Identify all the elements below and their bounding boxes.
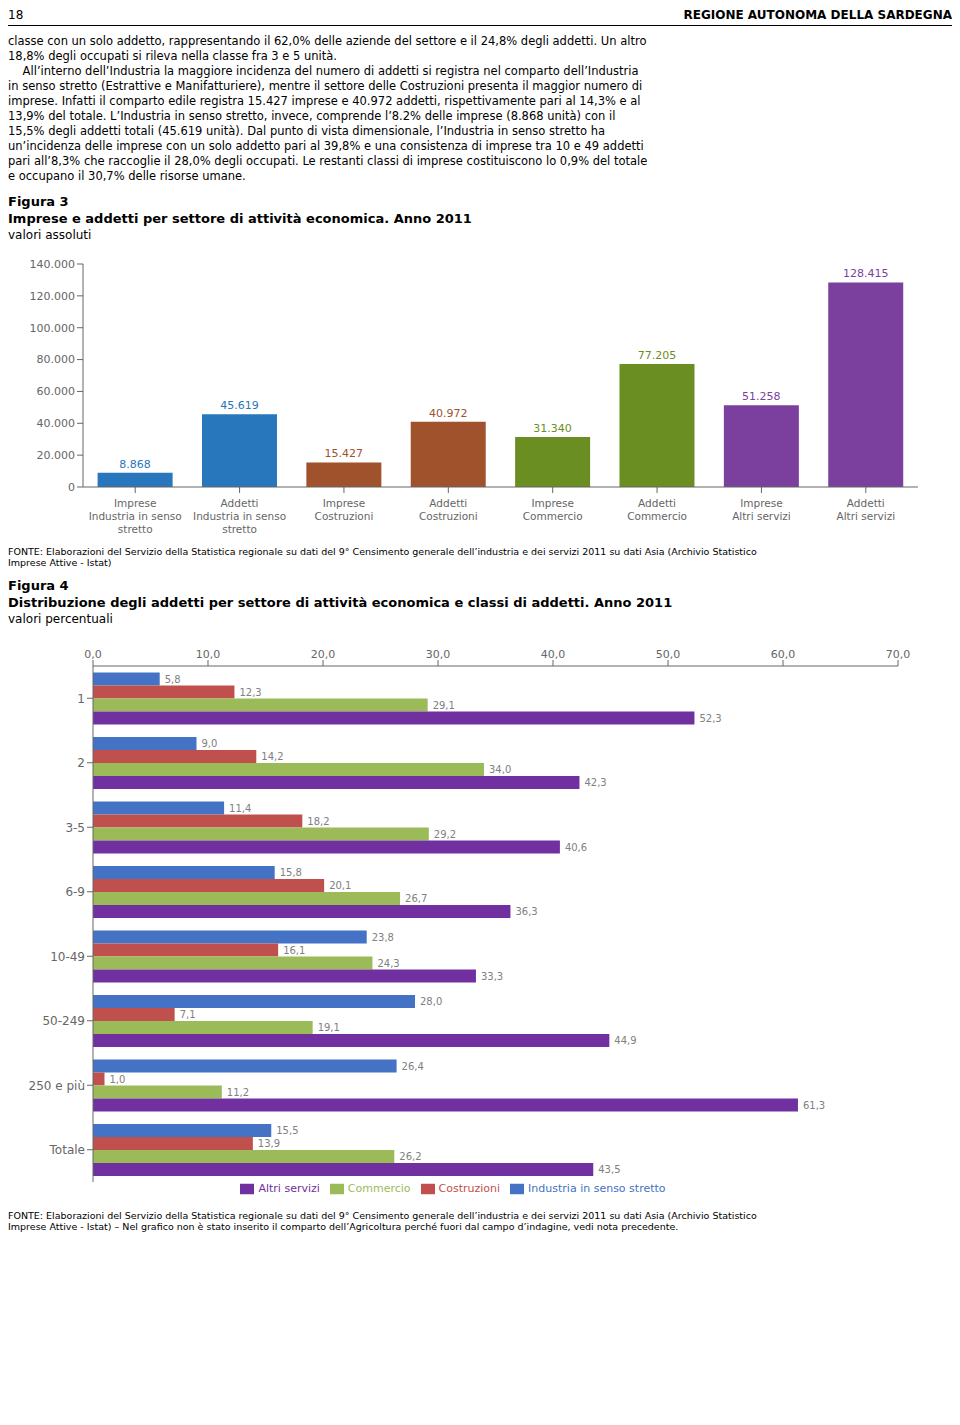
svg-text:2: 2	[77, 756, 85, 770]
svg-text:100.000: 100.000	[30, 322, 76, 335]
svg-text:AddettiAltri servizi: AddettiAltri servizi	[837, 497, 896, 522]
svg-text:51.258: 51.258	[742, 390, 781, 403]
svg-text:34,0: 34,0	[489, 764, 511, 775]
html-text:Commercio: Commercio	[347, 1182, 411, 1195]
html-text:REGIONE AUTONOMA DELLA SARDEGN: REGIONE AUTONOMA DELLA SARDEGNA	[683, 8, 952, 22]
svg-text:42,3: 42,3	[584, 777, 606, 788]
svg-text:120.000: 120.000	[30, 290, 76, 303]
svg-text:15.427: 15.427	[325, 447, 364, 460]
svg-text:250 e più: 250 e più	[29, 1079, 85, 1093]
svg-text:43,5: 43,5	[598, 1164, 620, 1175]
html-text:valori percentuali: valori percentuali	[8, 612, 113, 626]
svg-text:0: 0	[68, 481, 75, 494]
svg-text:1,0: 1,0	[110, 1074, 126, 1085]
html-text:18,8% degli occupati si rileva: 18,8% degli occupati si rileva nella cla…	[8, 49, 337, 63]
svg-text:20,0: 20,0	[311, 648, 336, 661]
html-text:Altri servizi: Altri servizi	[258, 1182, 320, 1195]
svg-text:9,0: 9,0	[202, 738, 218, 749]
svg-text:10-49: 10-49	[50, 950, 85, 964]
svg-text:60.000: 60.000	[37, 385, 76, 398]
html-text:All’interno dell’Industria la: All’interno dell’Industria la maggiore i…	[8, 64, 639, 78]
svg-text:31.340: 31.340	[533, 422, 572, 435]
svg-text:AddettiCommercio: AddettiCommercio	[627, 497, 687, 522]
svg-text:29,1: 29,1	[433, 700, 455, 711]
svg-text:ImpreseIndustria in sensostret: ImpreseIndustria in sensostretto	[89, 497, 182, 535]
svg-text:11,2: 11,2	[227, 1087, 249, 1098]
svg-text:50,0: 50,0	[656, 648, 681, 661]
svg-text:29,2: 29,2	[434, 829, 456, 840]
svg-text:45.619: 45.619	[220, 399, 259, 412]
svg-text:44,9: 44,9	[614, 1035, 636, 1046]
svg-text:7,1: 7,1	[180, 1009, 196, 1020]
html-text:e occupano il 30,7% delle riso: e occupano il 30,7% delle risorse umane.	[8, 169, 246, 183]
svg-text:Totale: Totale	[49, 1143, 85, 1157]
svg-text:33,3: 33,3	[481, 971, 503, 982]
svg-text:28,0: 28,0	[420, 996, 442, 1007]
svg-text:AddettiIndustria in sensostret: AddettiIndustria in sensostretto	[193, 497, 286, 535]
svg-text:20.000: 20.000	[37, 449, 76, 462]
svg-text:15,5: 15,5	[276, 1125, 298, 1136]
html-text:un’incidenza delle imprese con: un’incidenza delle imprese con un solo a…	[8, 139, 644, 153]
html-text:classe con un solo addetto, ra: classe con un solo addetto, rappresentan…	[8, 34, 647, 48]
svg-text:24,3: 24,3	[377, 958, 399, 969]
svg-text:128.415: 128.415	[843, 267, 889, 280]
svg-text:ImpreseCommercio: ImpreseCommercio	[523, 497, 583, 522]
html-text:valori assoluti: valori assoluti	[8, 228, 92, 242]
html-text:pari all’8,3% che raccoglie il: pari all’8,3% che raccoglie il 28,0% deg…	[8, 154, 648, 168]
svg-text:40,0: 40,0	[541, 648, 566, 661]
svg-text:26,2: 26,2	[399, 1151, 421, 1162]
svg-text:18,2: 18,2	[307, 816, 329, 827]
svg-text:12,3: 12,3	[239, 687, 261, 698]
svg-text:8.868: 8.868	[119, 458, 151, 471]
svg-text:50-249: 50-249	[42, 1014, 85, 1028]
svg-text:23,8: 23,8	[372, 932, 394, 943]
svg-text:19,1: 19,1	[318, 1022, 340, 1033]
html-text:imprese. Infatti il comparto e: imprese. Infatti il comparto edile regis…	[8, 94, 641, 108]
svg-text:3-5: 3-5	[65, 821, 85, 835]
html-text:FONTE: Elaborazioni del Serviz: FONTE: Elaborazioni del Servizio della S…	[8, 1210, 757, 1232]
svg-text:1: 1	[77, 692, 85, 706]
svg-text:ImpreseCostruzioni: ImpreseCostruzioni	[315, 497, 374, 522]
html-text:Industria in senso stretto: Industria in senso stretto	[528, 1182, 666, 1195]
svg-text:36,3: 36,3	[515, 906, 537, 917]
html-text:Imprese e addetti per settore: Imprese e addetti per settore di attivit…	[8, 211, 472, 226]
svg-text:6-9: 6-9	[65, 885, 85, 899]
svg-text:0,0: 0,0	[84, 648, 102, 661]
svg-text:15,8: 15,8	[280, 867, 302, 878]
svg-text:10,0: 10,0	[196, 648, 221, 661]
svg-text:80.000: 80.000	[37, 353, 76, 366]
svg-text:11,4: 11,4	[229, 803, 251, 814]
html-text:Costruzioni: Costruzioni	[438, 1182, 501, 1195]
svg-text:5,8: 5,8	[165, 674, 181, 685]
svg-text:ImpreseAltri servizi: ImpreseAltri servizi	[732, 497, 791, 522]
html-text:Figura 3: Figura 3	[8, 194, 69, 209]
html-text:Figura 4: Figura 4	[8, 578, 69, 593]
svg-text:26,7: 26,7	[405, 893, 427, 904]
svg-text:40.972: 40.972	[429, 407, 468, 420]
html-text:18: 18	[8, 8, 24, 22]
svg-text:40,6: 40,6	[565, 842, 587, 853]
svg-text:26,4: 26,4	[402, 1061, 424, 1072]
html-text:in senso stretto (Estrattive e: in senso stretto (Estrattive e Manifattu…	[8, 79, 643, 93]
html-text:FONTE: Elaborazioni del Serviz: FONTE: Elaborazioni del Servizio della S…	[8, 546, 757, 568]
svg-text:70,0: 70,0	[886, 648, 911, 661]
svg-text:40.000: 40.000	[37, 417, 76, 430]
svg-text:61,3: 61,3	[803, 1100, 825, 1111]
svg-text:77.205: 77.205	[638, 349, 677, 362]
svg-text:AddettiCostruzioni: AddettiCostruzioni	[419, 497, 478, 522]
svg-text:52,3: 52,3	[699, 713, 721, 724]
svg-text:30,0: 30,0	[426, 648, 451, 661]
html-text:Distribuzione degli addetti pe: Distribuzione degli addetti per settore …	[8, 595, 673, 610]
html-text:13,9% del totale. L’Industria: 13,9% del totale. L’Industria in senso s…	[8, 109, 616, 123]
svg-text:16,1: 16,1	[283, 945, 305, 956]
svg-text:13,9: 13,9	[258, 1138, 280, 1149]
svg-text:60,0: 60,0	[771, 648, 796, 661]
svg-text:140.000: 140.000	[30, 258, 76, 271]
html-text:15,5% degli addetti totali (45: 15,5% degli addetti totali (45.619 unità…	[8, 124, 606, 138]
svg-text:14,2: 14,2	[261, 751, 283, 762]
svg-text:20,1: 20,1	[329, 880, 351, 891]
